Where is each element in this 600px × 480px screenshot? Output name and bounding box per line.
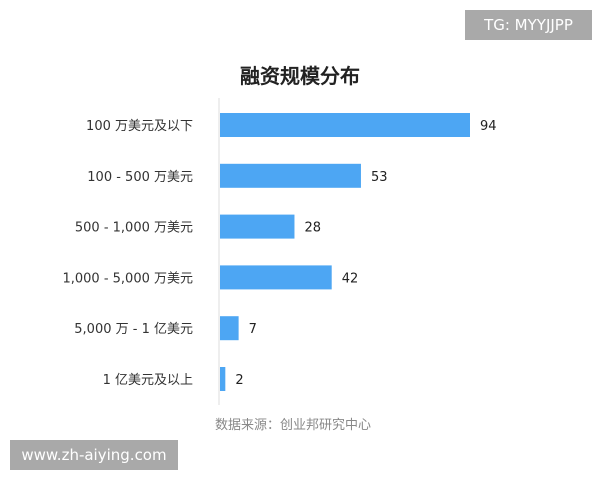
data-label: 2	[235, 373, 243, 388]
data-label: 28	[304, 221, 321, 236]
bar	[220, 113, 470, 137]
category-label: 1,000 - 5,000 万美元	[62, 271, 193, 286]
watermark-url: www.zh-aiying.com	[10, 440, 178, 470]
data-label: 94	[480, 119, 497, 134]
bar	[220, 367, 226, 391]
category-label: 5,000 万 - 1 亿美元	[74, 322, 193, 337]
bar	[220, 163, 361, 188]
data-source: 数据来源：创业邦研究中心	[215, 418, 372, 433]
category-label: 100 万美元及以下	[86, 119, 193, 134]
bar	[220, 265, 332, 290]
bar	[220, 316, 239, 341]
watermark-tg: TG: MYYJJPP	[465, 10, 592, 40]
chart-title: 融资规模分布	[240, 64, 360, 88]
category-label: 100 - 500 万美元	[87, 170, 193, 185]
category-label: 500 - 1,000 万美元	[75, 221, 193, 236]
data-label: 42	[342, 271, 359, 286]
category-label: 1 亿美元及以上	[103, 373, 193, 388]
data-label: 7	[249, 322, 257, 337]
data-label: 53	[371, 170, 388, 185]
bar	[220, 214, 295, 239]
